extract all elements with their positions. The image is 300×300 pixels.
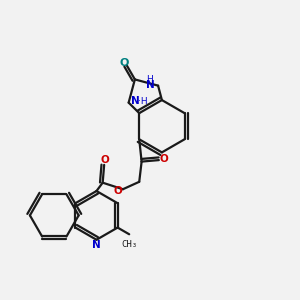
Text: O: O [101, 154, 110, 164]
Text: N: N [92, 240, 101, 250]
Text: O: O [119, 58, 129, 68]
Text: N: N [131, 96, 140, 106]
Text: H: H [146, 75, 153, 84]
Text: ·H: ·H [138, 97, 148, 106]
Text: O: O [159, 154, 168, 164]
Text: N: N [146, 80, 155, 90]
Text: O: O [113, 186, 122, 196]
Text: CH₃: CH₃ [122, 240, 137, 249]
